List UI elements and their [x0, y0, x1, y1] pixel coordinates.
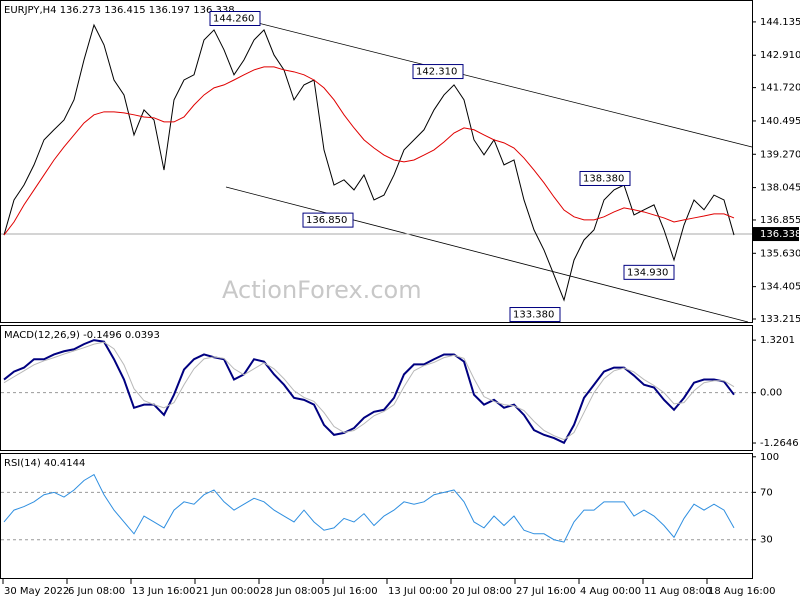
- x-tick-label: 6 Jun 08:00: [68, 586, 125, 597]
- annotation-box: [579, 170, 631, 186]
- channel-upper: [229, 15, 753, 148]
- y-tick-label: 139.270: [760, 149, 800, 160]
- y-tick-label: 141.720: [760, 83, 800, 94]
- last-price-box: [753, 227, 799, 242]
- panel-title: EURJPY,H4 136.273 136.415 136.197 136.33…: [4, 5, 235, 16]
- x-tick-label: 13 Jun 16:00: [132, 586, 196, 597]
- x-tick-label: 4 Aug 00:00: [580, 586, 641, 597]
- y-tick-label: 135.630: [760, 248, 800, 259]
- rsi-panel: [0, 453, 753, 579]
- price-panel: [0, 0, 753, 323]
- y-tick-label: 0.00: [760, 388, 782, 399]
- x-tick-label: 13 Jul 00:00: [388, 586, 448, 597]
- channel-lower: [225, 186, 749, 323]
- y-tick-label: 1.3201: [760, 335, 795, 346]
- x-tick-label: 21 Jun 00:00: [196, 586, 260, 597]
- x-tick-label: 27 Jul 16:00: [516, 586, 576, 597]
- y-tick-label: 138.045: [760, 183, 800, 194]
- annotation-label: 138.380: [583, 173, 624, 184]
- annotation-label: 136.850: [306, 215, 347, 226]
- y-tick-label: 133.215: [760, 314, 800, 325]
- series-line: [3, 341, 735, 441]
- panel-title: RSI(14) 40.4144: [4, 458, 85, 469]
- series-line: [3, 23, 735, 302]
- y-tick-label: 142.910: [760, 50, 800, 61]
- annotation-box: [623, 264, 675, 280]
- annotation-box: [509, 307, 561, 323]
- x-tick-label: 11 Aug 08:00: [644, 586, 711, 597]
- watermark: ActionForex.com: [222, 276, 422, 304]
- y-tick-label: 140.495: [760, 116, 800, 127]
- series-line: [3, 339, 735, 445]
- last-price-label: 136.338: [760, 229, 800, 240]
- y-tick-label: 144.135: [760, 17, 800, 28]
- x-tick-label: 5 Jul 16:00: [324, 586, 378, 597]
- y-tick-label: 136.855: [760, 215, 800, 226]
- y-tick-label: 30: [760, 535, 773, 546]
- y-tick-label: 134.405: [760, 282, 800, 293]
- annotation-box: [412, 64, 464, 80]
- annotation-box: [302, 212, 354, 228]
- series-line: [3, 66, 735, 236]
- panel-title: MACD(12,26,9) -0.1496 0.0393: [4, 330, 160, 341]
- x-tick-label: 20 Jul 08:00: [452, 586, 512, 597]
- x-tick-label: 18 Aug 16:00: [708, 586, 775, 597]
- x-tick-label: 28 Jun 08:00: [260, 586, 324, 597]
- macd-panel: [0, 325, 753, 451]
- annotation-label: 142.310: [416, 67, 457, 78]
- y-tick-label: 70: [760, 487, 773, 498]
- annotation-label: 144.260: [213, 14, 254, 25]
- annotation-label: 134.930: [627, 267, 668, 278]
- x-tick-label: 30 May 2022: [4, 586, 69, 597]
- y-tick-label: -1.2646: [760, 438, 799, 449]
- series-line: [3, 473, 735, 543]
- annotation-box: [209, 11, 261, 27]
- annotation-label: 133.380: [513, 310, 554, 321]
- y-tick-label: 100: [760, 452, 779, 463]
